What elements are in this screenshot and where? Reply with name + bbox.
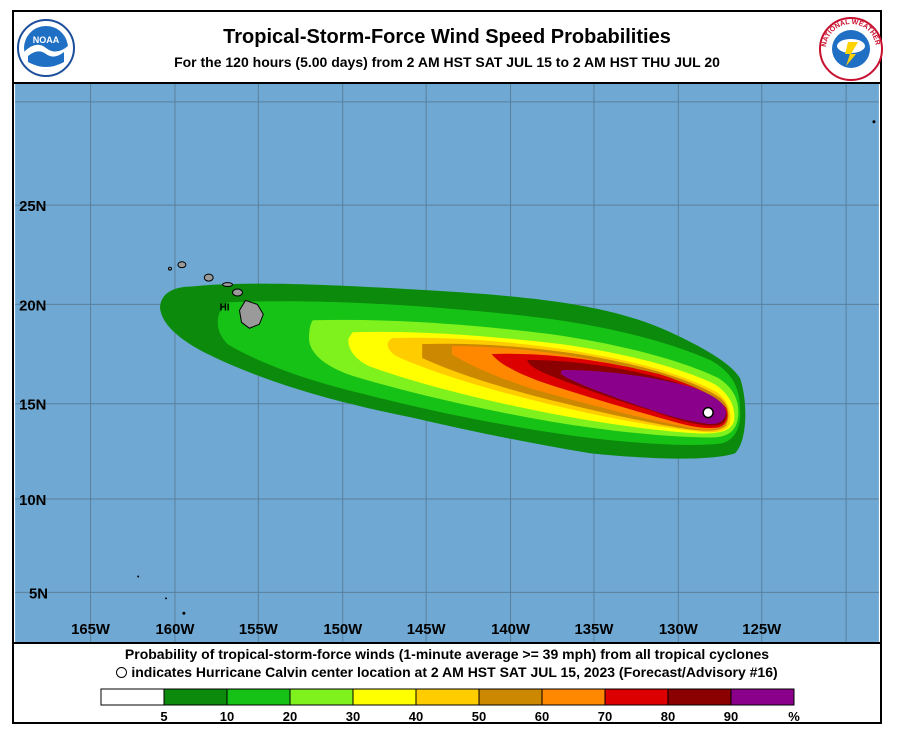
- island-molokai: [222, 282, 234, 288]
- map-panel: HI 25N 20N 15N 10N 5N 165W 160W 155W 150…: [12, 82, 882, 644]
- probability-legend: 5 10 20 30 40 50 60 70 80 90 %: [100, 688, 800, 724]
- noaa-logo-icon: NOAA: [17, 19, 75, 77]
- footer-line-1: Probability of tropical-storm-force wind…: [124, 646, 770, 662]
- lon-label: 145W: [407, 622, 447, 638]
- island-label-hi: HI: [220, 302, 230, 313]
- lat-label: 15N: [19, 398, 46, 414]
- hawaiian-islands: [168, 261, 264, 329]
- legend-label: 30: [346, 709, 360, 724]
- small-island-mark: [137, 575, 140, 578]
- legend-swatch-80-90: [667, 688, 732, 706]
- lat-label: 10N: [19, 493, 46, 509]
- longitude-labels: 165W 160W 155W 150W 145W 140W 135W 130W …: [71, 622, 782, 638]
- open-circle-icon: [116, 666, 128, 678]
- legend-swatch-20-30: [289, 688, 354, 706]
- legend-swatch-60-70: [541, 688, 606, 706]
- legend-label: 50: [472, 709, 486, 724]
- island-oahu: [203, 273, 214, 282]
- legend-swatch-90-100: [730, 688, 795, 706]
- legend-swatch-5-10: [163, 688, 228, 706]
- legend-swatch-0-5: [100, 688, 165, 706]
- legend-label: 40: [409, 709, 423, 724]
- legend-labels: 5 10 20 30 40 50 60 70 80 90 %: [160, 709, 800, 724]
- legend-label: 70: [598, 709, 612, 724]
- legend-swatches: [100, 688, 795, 706]
- island-maui: [232, 288, 243, 297]
- legend-percent: %: [788, 709, 800, 724]
- lat-label: 5N: [29, 586, 48, 602]
- lon-label: 135W: [575, 622, 615, 638]
- probability-swath: [160, 283, 746, 459]
- small-island-mark: [182, 611, 186, 615]
- lon-label: 150W: [323, 622, 363, 638]
- legend-label: 5: [160, 709, 167, 724]
- header: Tropical-Storm-Force Wind Speed Probabil…: [12, 10, 882, 82]
- lon-label: 125W: [742, 622, 782, 638]
- legend-label: 20: [283, 709, 297, 724]
- legend-label: 80: [661, 709, 675, 724]
- legend-swatch-50-60: [478, 688, 543, 706]
- lat-label: 20N: [19, 298, 46, 314]
- nws-logo-icon: NATIONAL WEATHER SERVICE: [818, 16, 883, 81]
- lat-label: 25N: [19, 199, 46, 215]
- latitude-labels: 25N 20N 15N 10N 5N: [19, 199, 48, 602]
- lon-label: 160W: [156, 622, 196, 638]
- legend-swatch-70-80: [604, 688, 669, 706]
- lon-label: 140W: [491, 622, 531, 638]
- footer-line-2: indicates Hurricane Calvin center locati…: [131, 664, 778, 680]
- footer: Probability of tropical-storm-force wind…: [12, 644, 882, 724]
- legend-swatch-30-40: [352, 688, 417, 706]
- page-subtitle: For the 120 hours (5.00 days) from 2 AM …: [174, 54, 720, 70]
- lat-lon-grid: [15, 84, 879, 642]
- storm-center-marker: [702, 406, 714, 419]
- lon-label: 165W: [71, 622, 111, 638]
- noaa-logo-text: NOAA: [33, 35, 60, 45]
- small-island-mark: [872, 120, 876, 124]
- footer-line-2-container: indicates Hurricane Calvin center locati…: [12, 664, 882, 680]
- legend-label: 90: [724, 709, 738, 724]
- island-niihau: [168, 266, 172, 271]
- page-title: Tropical-Storm-Force Wind Speed Probabil…: [223, 26, 671, 48]
- island-big-island: [238, 299, 264, 329]
- legend-swatch-40-50: [415, 688, 480, 706]
- prob-90-100: [560, 369, 726, 425]
- legend-swatch-10-20: [226, 688, 291, 706]
- small-island-mark: [165, 597, 168, 600]
- legend-label: 60: [535, 709, 549, 724]
- lon-label: 130W: [659, 622, 699, 638]
- legend-label: 10: [220, 709, 234, 724]
- lon-label: 155W: [239, 622, 279, 638]
- island-kauai: [177, 261, 187, 269]
